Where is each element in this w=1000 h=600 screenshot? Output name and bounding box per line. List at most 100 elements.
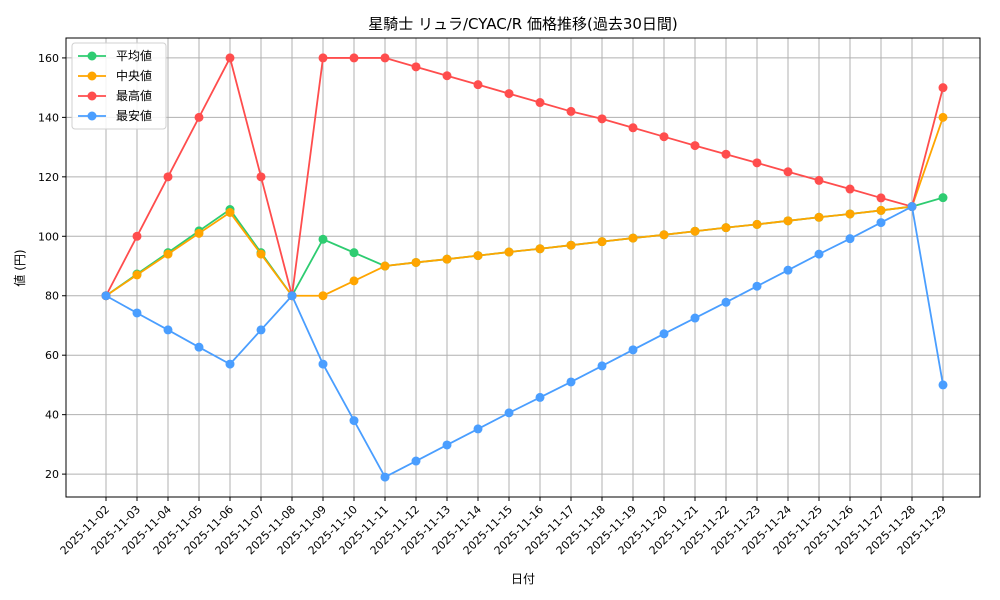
y-axis: 20 40 60 80 100 120 140 160 [38,52,66,481]
series-3 [101,202,948,482]
data-point [752,219,762,229]
y-axis-label: 値 (円) [12,249,27,286]
data-point [938,83,948,93]
legend-label: 最高値 [116,88,152,103]
data-point [566,240,576,250]
data-point [845,184,855,194]
legend-item: 平均値 [78,48,152,63]
data-point [349,276,359,286]
data-point [907,202,917,212]
x-axis-label: 日付 [511,572,535,586]
legend-label: 平均値 [116,48,152,63]
data-point [628,233,638,243]
data-point [380,472,390,482]
series-group [101,53,948,482]
data-point [690,226,700,236]
data-point [442,71,452,81]
data-point [938,380,948,390]
y-tick-label: 20 [45,468,59,481]
data-point [845,209,855,219]
data-point [876,218,886,228]
data-point [752,158,762,168]
data-point [349,416,359,426]
data-point [256,325,266,335]
y-tick-label: 140 [38,111,59,124]
data-point [783,167,793,177]
data-point [194,228,204,238]
y-tick-label: 40 [45,409,59,422]
data-point [504,89,514,99]
series-line [105,205,944,479]
legend-marker [87,51,97,61]
data-point [194,112,204,122]
y-tick-label: 160 [38,52,59,65]
legend-marker [87,111,97,121]
data-point [597,114,607,124]
data-point [659,230,669,240]
legend-label: 中央値 [116,68,152,83]
legend-box [71,42,167,130]
data-point [535,392,545,402]
data-point [876,193,886,203]
data-point [814,212,824,222]
legend-label: 最安値 [116,108,152,123]
legend-item: 最高値 [78,88,152,103]
data-point [628,345,638,355]
legend-item: 中央値 [78,68,152,83]
data-point [132,270,142,280]
grid [66,38,980,497]
data-point [163,325,173,335]
data-point [318,53,328,63]
data-point [256,249,266,259]
data-point [225,359,235,369]
data-point [566,377,576,387]
data-point [318,234,328,244]
data-point [473,251,483,261]
data-point [721,149,731,159]
data-point [349,248,359,258]
data-point [783,216,793,226]
data-point [163,172,173,182]
data-point [225,53,235,63]
data-point [256,172,266,182]
data-point [814,175,824,185]
data-point [597,361,607,371]
chart-title: 星騎士 リュラ/CYAC/R 価格推移(過去30日間) [368,15,678,33]
data-point [380,261,390,271]
data-point [752,281,762,291]
x-axis: 2025-11-022025-11-032025-11-042025-11-05… [58,497,949,557]
data-point [814,249,824,259]
data-point [659,132,669,142]
data-point [938,193,948,203]
data-point [690,313,700,323]
data-point [411,456,421,466]
data-point [287,291,297,301]
data-point [504,247,514,257]
data-point [721,223,731,233]
data-point [876,205,886,215]
data-point [473,80,483,90]
data-point [659,329,669,339]
legend-marker [87,71,97,81]
data-point [194,342,204,352]
data-point [721,297,731,307]
y-tick-label: 60 [45,349,59,362]
data-point [318,359,328,369]
data-point [845,234,855,244]
data-point [690,141,700,151]
data-point [318,291,328,301]
data-point [566,106,576,116]
data-point [442,254,452,264]
data-point [938,112,948,122]
legend-item: 最安値 [78,108,152,123]
data-point [132,231,142,241]
data-point [783,265,793,275]
plot-frame [65,37,981,498]
data-point [597,237,607,247]
data-point [442,440,452,450]
data-point [535,98,545,108]
data-point [473,424,483,434]
data-point [101,291,111,301]
data-point [504,408,514,418]
